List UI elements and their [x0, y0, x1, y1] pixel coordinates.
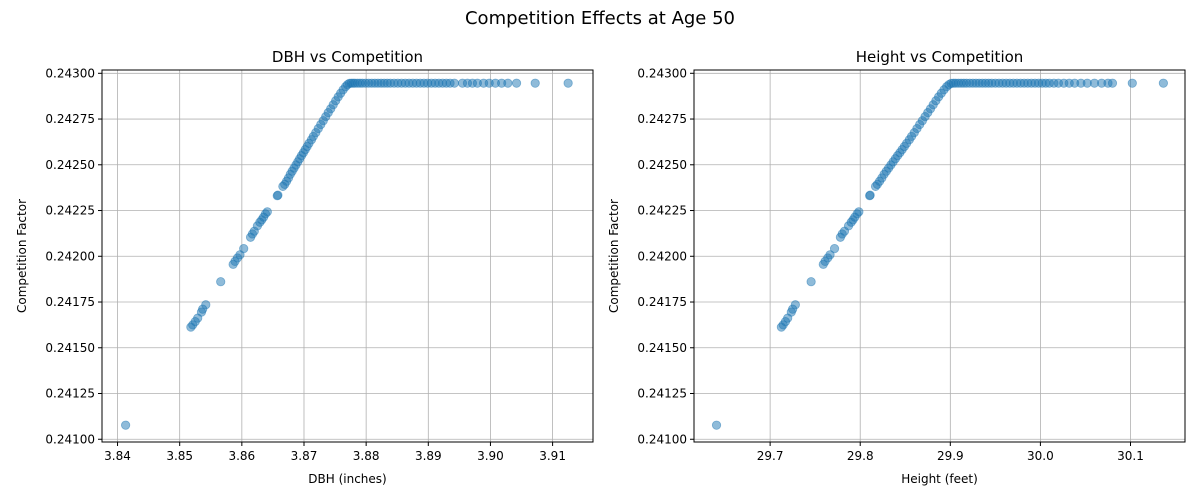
y-tick-label: 0.24100	[637, 432, 687, 446]
data-point	[262, 207, 272, 217]
subplot-height-vs-competition: 29.7 29.8 29.9 30.0 30.1 0.24100 0.24125 0.2415…	[607, 48, 1186, 486]
data-point	[854, 207, 864, 217]
subplot-dbh-vs-competition: 3.84 3.85 3.86 3.87 3.88 3.89 3.90 3.91 0.24100 0…	[15, 48, 594, 486]
x-tick-label: 29.9	[937, 449, 964, 463]
y-tick-label: 0.24200	[45, 249, 95, 263]
y-tick-label: 0.24175	[45, 295, 95, 309]
data-point	[201, 300, 211, 310]
y-tick-label: 0.24250	[637, 158, 687, 172]
x-tick-label: 3.87	[291, 449, 318, 463]
data-point	[711, 420, 722, 430]
data-point	[1127, 78, 1137, 88]
data-point	[829, 243, 840, 254]
y-tick-label: 0.24150	[45, 341, 95, 355]
y-tick-label: 0.24150	[637, 341, 687, 355]
y-tick-label: 0.24250	[45, 158, 95, 172]
x-tick-label: 29.7	[757, 449, 784, 463]
data-point	[239, 243, 249, 254]
y-tick-label: 0.24200	[637, 249, 687, 263]
data-point	[530, 78, 540, 88]
figure-title: Competition Effects at Age 50	[465, 8, 735, 29]
data-point	[563, 78, 573, 88]
data-point	[121, 420, 131, 430]
x-tick-label: 3.88	[353, 449, 380, 463]
subplot-title: Height vs Competition	[856, 48, 1024, 66]
subplot-title: DBH vs Competition	[272, 48, 423, 66]
y-tick-label: 0.24275	[637, 112, 687, 126]
data-point	[449, 78, 460, 88]
y-tick-label: 0.24275	[45, 112, 95, 126]
y-tick-label: 0.24300	[637, 66, 687, 80]
data-point	[825, 250, 835, 260]
x-axis-label: DBH (inches)	[308, 472, 386, 486]
x-tick-label: 3.90	[477, 449, 504, 463]
x-tick-label: 30.1	[1117, 449, 1144, 463]
y-tick-label: 0.24125	[45, 387, 95, 401]
x-axis-label: Height (feet)	[901, 472, 978, 486]
x-tick-label: 29.8	[847, 449, 874, 463]
y-axis-label: Competition Factor	[607, 199, 621, 313]
y-tick-label: 0.24225	[45, 204, 95, 218]
x-tick-label: 3.91	[539, 449, 566, 463]
x-tick-label: 3.86	[228, 449, 255, 463]
y-tick-label: 0.24125	[637, 387, 687, 401]
x-tick-label: 3.84	[104, 449, 131, 463]
data-point	[1107, 78, 1118, 88]
y-axis-label: Competition Factor	[15, 199, 29, 313]
x-tick-label: 3.85	[166, 449, 193, 463]
x-tick-label: 30.0	[1027, 449, 1054, 463]
data-point	[865, 190, 875, 200]
data-point	[273, 190, 283, 200]
y-tick-label: 0.24100	[45, 432, 95, 446]
data-point	[790, 300, 800, 310]
x-tick-label: 3.89	[415, 449, 442, 463]
y-tick-label: 0.24225	[637, 204, 687, 218]
data-point	[806, 277, 816, 287]
y-tick-label: 0.24300	[45, 66, 95, 80]
data-point	[503, 78, 513, 88]
data-point	[216, 277, 226, 287]
y-tick-label: 0.24175	[637, 295, 687, 309]
data-point	[1158, 78, 1168, 88]
data-point	[511, 78, 522, 88]
